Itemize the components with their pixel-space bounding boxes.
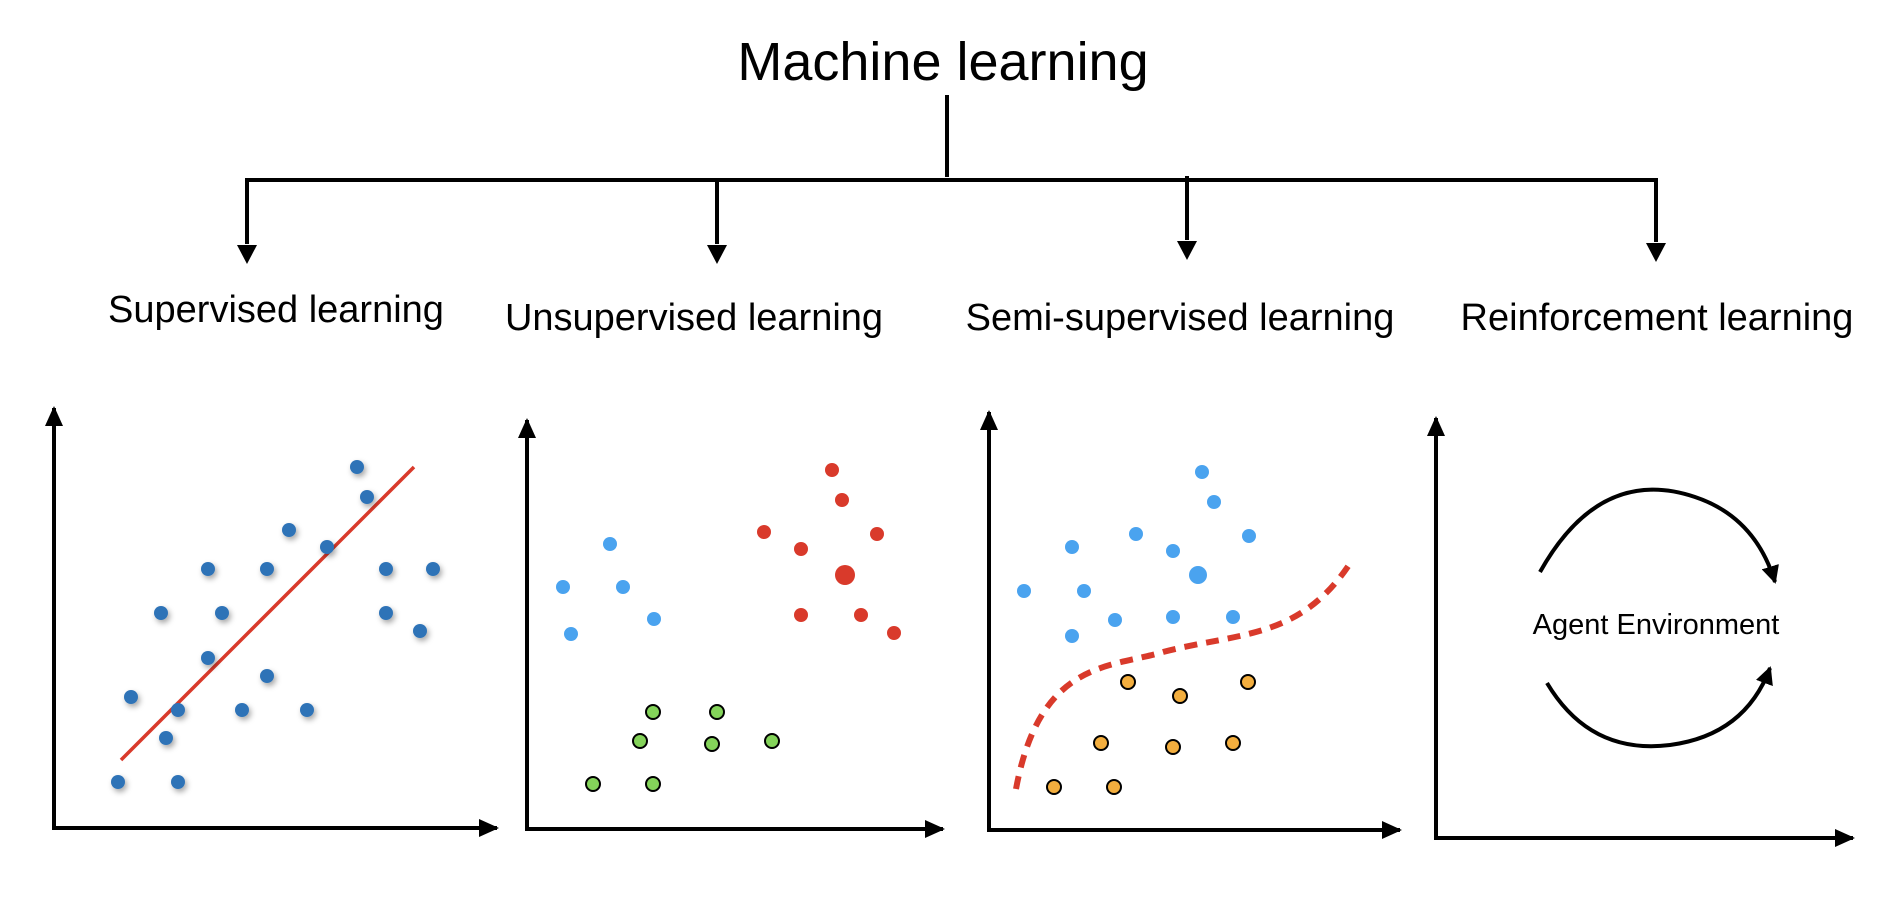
cluster-red-point [887,626,901,640]
arrowhead-semi-supervised [1177,241,1197,260]
labeled-blue-point [1129,527,1143,541]
cycle-arrow-bottom [1545,666,1773,749]
supervised-data-point [379,562,393,576]
cluster-blue-point [647,612,661,626]
supervised-data-point [159,731,173,745]
reinforcement-axes [1427,416,1855,847]
decision-boundary [1013,560,1354,790]
unsupervised-axes [518,418,945,838]
semi-supervised-points [1017,465,1256,795]
reinforcement-panel: Agent Environment [1427,416,1855,847]
supervised-data-point [201,651,215,665]
heading-supervised: Supervised learning [108,289,444,331]
supervised-data-point [379,606,393,620]
labeled-blue-point [1017,584,1031,598]
tree-connectors [245,95,1658,244]
supervised-data-point [154,606,168,620]
cluster-red-point [854,608,868,622]
labeled-blue-point [1226,610,1240,624]
supervised-data-point [111,775,125,789]
orange-point [1106,779,1122,795]
supervised-data-point [201,562,215,576]
cluster-green-point [704,736,720,752]
labeled-blue-point [1065,629,1079,643]
supervised-data-point [124,690,138,704]
cluster-green-point [585,776,601,792]
labeled-blue-point [1108,613,1122,627]
supervised-data-point [215,606,229,620]
supervised-data-point [171,703,185,717]
cluster-red-point [835,565,855,585]
regression-line [119,465,416,762]
unsupervised-panel [518,418,945,838]
cluster-red-point [825,463,839,477]
heading-semi-supervised: Semi-supervised learning [966,297,1395,339]
supervised-points [111,460,440,789]
cluster-green-point [709,704,725,720]
cluster-red-point [757,525,771,539]
supervised-data-point [350,460,364,474]
supervised-data-point [426,562,440,576]
cycle-arrow-top [1538,487,1779,584]
labeled-blue-point [1166,610,1180,624]
orange-point [1165,739,1181,755]
semi-supervised-panel [980,410,1402,839]
supervised-data-point [260,562,274,576]
supervised-data-point [171,775,185,789]
orange-point [1093,735,1109,751]
cluster-red-point [835,493,849,507]
diagram-title: Machine learning [737,32,1148,92]
cluster-red-point [870,527,884,541]
supervised-data-point [300,703,314,717]
orange-point [1240,674,1256,690]
supervised-data-point [320,540,334,554]
labeled-blue-point [1077,584,1091,598]
labeled-blue-point [1195,465,1209,479]
supervised-panel [45,406,499,837]
branch-arrowheads [237,241,1666,264]
supervised-data-point [235,703,249,717]
labeled-blue-point [1189,566,1207,584]
supervised-data-point [260,669,274,683]
heading-reinforcement: Reinforcement learning [1461,297,1854,339]
supervised-data-point [360,490,374,504]
orange-point [1172,688,1188,704]
unsupervised-points [556,463,901,792]
supervised-data-point [282,523,296,537]
cluster-blue-point [616,580,630,594]
orange-point [1120,674,1136,690]
cluster-blue-point [556,580,570,594]
labeled-blue-point [1065,540,1079,554]
labeled-blue-point [1242,529,1256,543]
cluster-green-point [645,704,661,720]
labeled-blue-point [1166,544,1180,558]
supervised-axes [45,406,499,837]
orange-point [1225,735,1241,751]
agent-environment-label: Agent Environment [1533,609,1780,641]
arrowhead-unsupervised [707,245,727,264]
cluster-red-point [794,542,808,556]
cluster-green-point [632,733,648,749]
orange-point [1046,779,1062,795]
supervised-data-point [413,624,427,638]
arrowhead-reinforcement [1646,243,1666,262]
semi-supervised-axes [980,410,1402,839]
cluster-red-point [794,608,808,622]
labeled-blue-point [1207,495,1221,509]
cluster-green-point [645,776,661,792]
cluster-blue-point [603,537,617,551]
heading-unsupervised: Unsupervised learning [505,297,883,339]
cluster-green-point [764,733,780,749]
cluster-blue-point [564,627,578,641]
arrowhead-supervised [237,245,257,264]
